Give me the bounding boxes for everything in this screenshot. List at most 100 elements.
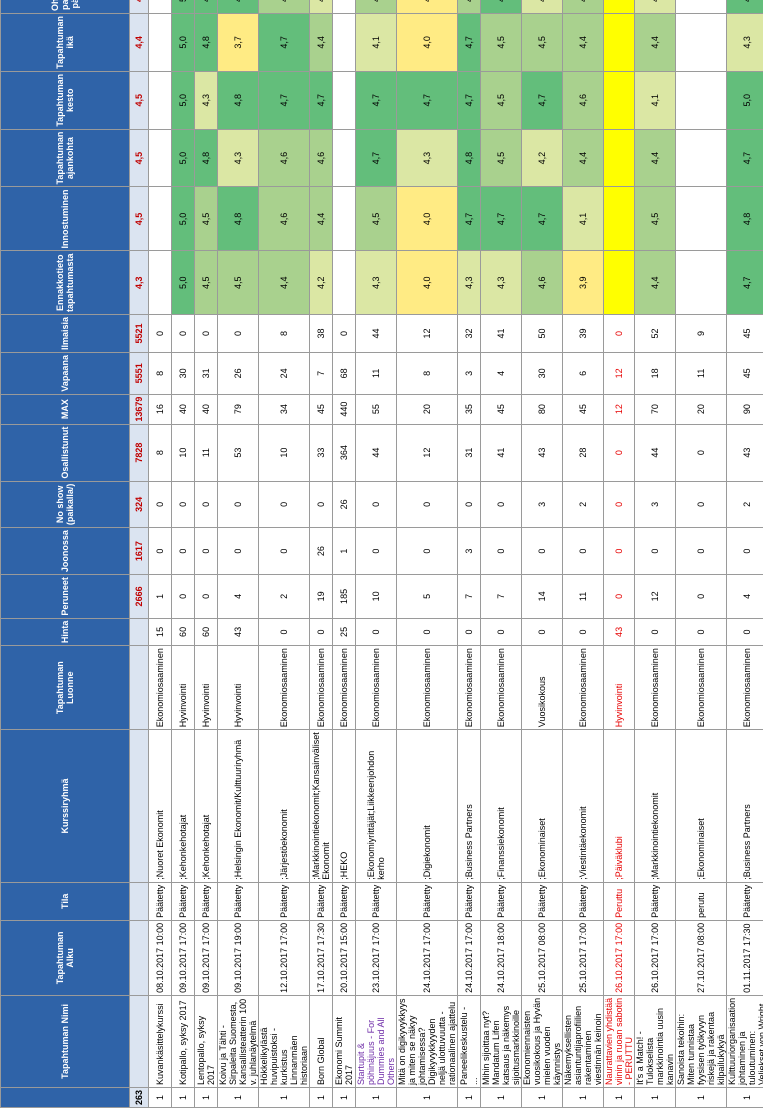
column-header: Osallistunut (0, 424, 130, 482)
cell-n: 1 (634, 1087, 676, 1108)
cell-hinta: 0 (396, 618, 458, 646)
cell-max: 440 (332, 394, 356, 425)
rating-cell (675, 187, 727, 251)
rating-cell: 4,3 (194, 71, 218, 130)
cell-tila: Päätetty (634, 882, 676, 921)
cell-tila: Päätetty (562, 882, 604, 921)
cell-group: ;Markkinointiekonomit;Kansainväliset Eko… (309, 729, 333, 883)
rating-cell: 4,7 (355, 129, 397, 187)
cell-peruneet: 12 (634, 574, 676, 619)
cell-vap: 30 (521, 352, 563, 395)
rating-cell (675, 251, 727, 315)
cell-tila: Päätetty (194, 882, 218, 921)
rating-cell: 4,2 (521, 129, 563, 187)
cell-vap: 8 (396, 352, 458, 395)
rating-cell: 4,1 (355, 13, 397, 72)
cell-osall: 10 (171, 424, 195, 482)
table-row[interactable]: 1 Kotipallo, syksy 2017 09.10.2017 17:00 Pä… (171, 0, 195, 1108)
summary-cell (129, 618, 149, 646)
table-row[interactable]: 1 Kulttuuriorganisaation johtaminen ja tu… (726, 0, 763, 1108)
summary-row: 263 2666 1617 324 7828 13679 5551 5521 4,3 4,5 4,5… (129, 0, 149, 1108)
rating-cell: 5,0 (171, 251, 195, 315)
table-row[interactable]: 1 It's a Match! - Tulokselista markkinoin… (634, 0, 676, 1108)
rating-cell: 4,6 (258, 0, 310, 14)
column-header: Tapahtuman Luonne (0, 645, 130, 730)
cell-ilm: 0 (332, 314, 356, 353)
table-row[interactable]: 1 Born Global 17.10.2017 17:30 Päätetty ;Mar… (309, 0, 333, 1108)
cell-date: 09.10.2017 19:00 (217, 920, 259, 996)
column-header: No show (paikalla/) (0, 481, 130, 528)
table-row[interactable]: 1 Kuvankäsittelykurssi 08.10.2017 10:00 Pää… (148, 0, 172, 1108)
cell-name: Kulttuuriorganisaation johtaminen ja tul… (726, 995, 763, 1088)
cell-jonossa: 0 (726, 527, 763, 575)
summary-cell: 263 (129, 1087, 149, 1108)
cell-osall: 10 (258, 424, 310, 482)
cell-date: 17.10.2017 17:30 (309, 920, 333, 996)
cell-jonossa: 0 (603, 527, 635, 575)
cell-jonossa: 0 (675, 527, 727, 575)
column-header: Peruneet (0, 574, 130, 619)
rating-cell (675, 13, 727, 72)
cell-luonne: Hyvinvointi (603, 645, 635, 730)
cell-n: 1 (396, 1087, 458, 1108)
cell-luonne: Ekonomiosaaminen (148, 645, 172, 730)
summary-cell (129, 920, 149, 996)
cell-hinta: 0 (562, 618, 604, 646)
cell-max: 55 (355, 394, 397, 425)
cell-jonossa: 0 (148, 527, 172, 575)
rating-cell: 4,8 (480, 0, 522, 14)
rating-cell: 4,8 (217, 187, 259, 251)
cell-luonne: Hyvinvointi (171, 645, 195, 730)
rating-cell: 4,1 (521, 0, 563, 14)
table-row[interactable]: 1 Startupit & pöhinäjuus - For Dummies an… (355, 0, 397, 1108)
cell-max: 45 (309, 394, 333, 425)
summary-cell: 13679 (129, 394, 149, 425)
table-row[interactable]: 1 Lentopallo, syksy 2017 09.10.2017 17:00 P… (194, 0, 218, 1108)
cell-peruneet: 11 (562, 574, 604, 619)
cell-luonne: Ekonomiosaaminen (309, 645, 333, 730)
table-row[interactable]: 1 Näkemyksellisten asiantuntijaprofiilien… (562, 0, 604, 1108)
cell-ilm: 38 (309, 314, 333, 353)
table-row[interactable]: 1 Koivu ja Tähti - Sirpaleita Suomesta, K… (217, 0, 259, 1108)
cell-hinta: 0 (675, 618, 727, 646)
cell-group: ;Finanssiekonomit (480, 729, 522, 883)
rating-cell: 4,5 (194, 251, 218, 315)
rating-cell (603, 129, 635, 187)
cell-peruneet: 185 (332, 574, 356, 619)
cell-jonossa: 0 (355, 527, 397, 575)
cell-jonossa: 0 (171, 527, 195, 575)
rating-cell: 4,7 (457, 71, 481, 130)
cell-noshow: 0 (194, 481, 218, 528)
rating-cell (148, 13, 172, 72)
cell-date: 26.10.2017 17:00 (603, 920, 635, 996)
rating-cell: 4,6 (258, 129, 310, 187)
rating-cell: 4,3 (480, 251, 522, 315)
cell-ilm: 0 (148, 314, 172, 353)
cell-hinta: 0 (355, 618, 397, 646)
cell-noshow: 0 (457, 481, 481, 528)
table-row[interactable]: 1 Mitä on digikyvykkyys ja miten se näkyy… (396, 0, 458, 1108)
cell-max: 20 (675, 394, 727, 425)
table-row[interactable]: 1 Mihin sijoittaa nyt? Mandatum Lifen kat… (480, 0, 522, 1108)
table-row[interactable]: 1 Sanoista tekoihin: Miten tunnistaa fyys… (675, 0, 727, 1108)
cell-noshow: 2 (562, 481, 604, 528)
cell-vap: 8 (148, 352, 172, 395)
cell-hinta: 60 (194, 618, 218, 646)
cell-group: ;Järjestöekonomit (258, 729, 310, 883)
table-row[interactable]: 1 Ekonomiennaisten vuosikokous ja Hyvän m… (521, 0, 563, 1108)
cell-name: Hökkelikylästä huvipuistoksi - kurkistus… (258, 995, 310, 1088)
cell-n: 1 (171, 1087, 195, 1108)
rating-cell: 5,0 (171, 129, 195, 187)
cell-noshow: 0 (217, 481, 259, 528)
table-row[interactable]: 1 Naurattavien yhdistää viinin ja ruoan s… (603, 0, 635, 1108)
cell-jonossa: 26 (309, 527, 333, 575)
cell-group: ;Ekonomiyrittäjät;Liikkeenjohdon kerho (355, 729, 397, 883)
cell-vap: 18 (634, 352, 676, 395)
table-row[interactable]: 1 Paneelikeskustelu - ... 24.10.2017 17:00… (457, 0, 481, 1108)
rating-cell: 4,8 (194, 0, 218, 14)
rating-cell (675, 71, 727, 130)
table-row[interactable]: 1 Ekonomi Summit 2017 20.10.2017 15:00 Päät… (332, 0, 356, 1108)
table-row[interactable]: 1 Hökkelikylästä huvipuistoksi - kurkistu… (258, 0, 310, 1108)
column-header: Tapahtuman ajankohta (0, 129, 130, 187)
rating-cell: 4,5 (562, 0, 604, 14)
